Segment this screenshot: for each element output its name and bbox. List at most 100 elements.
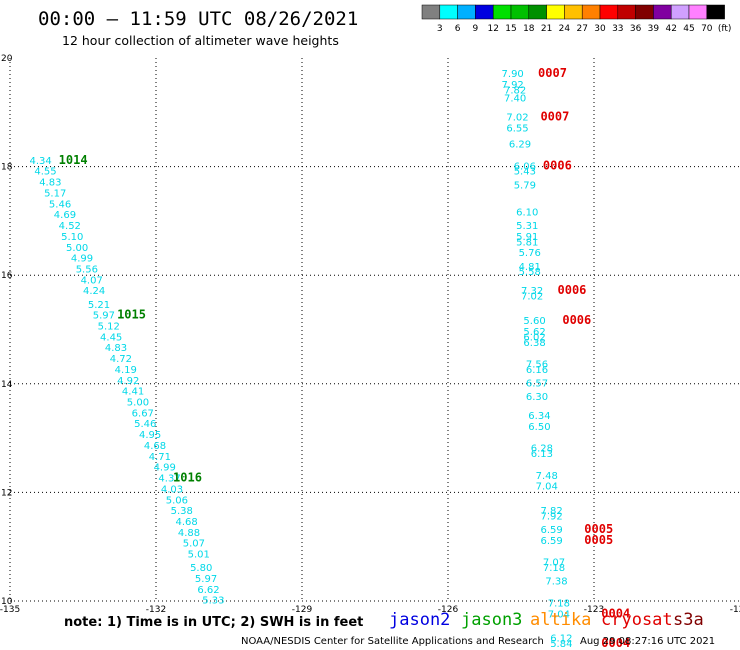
wave-height-label: 5.80 (190, 563, 212, 574)
cycle-number-label: 0004 (601, 636, 630, 650)
colorbar-label: 30 (594, 24, 606, 34)
colorbar-label: 27 (576, 24, 587, 34)
colorbar-label: 39 (648, 24, 660, 34)
colorbar-swatch (599, 4, 619, 20)
wave-height-label: 5.97 (93, 311, 115, 322)
satellite-legend: jason2 jason3 altika cryosat s3a (389, 610, 704, 630)
wave-height-label: 5.12 (98, 322, 120, 333)
wave-height-label: 4.34 (29, 156, 51, 167)
colorbar-label: 18 (523, 24, 535, 34)
wave-height-label: 5.97 (195, 574, 217, 585)
y-tick-label: 14 (1, 380, 13, 390)
wave-height-label: 7.02 (521, 292, 543, 303)
colorbar-label: 42 (665, 24, 676, 34)
wave-height-label: 6.55 (506, 123, 528, 134)
chart-subtitle: 12 hour collection of altimeter wave hei… (62, 33, 339, 48)
cycle-number-label: 0007 (540, 109, 569, 123)
wave-height-label: 6.30 (526, 392, 548, 403)
colorbar-label: 33 (612, 24, 623, 34)
wave-height-label: 5.62 (523, 327, 545, 338)
wave-height-label: 6.12 (550, 634, 572, 645)
wave-height-label: 7.04 (548, 609, 570, 620)
cycle-number-label: 1014 (59, 153, 88, 167)
wave-height-label: 4.37 (158, 474, 180, 485)
colorbar-swatch (564, 4, 583, 20)
wave-height-label: 5.60 (523, 316, 545, 327)
x-tick-label: -135 (0, 605, 20, 615)
x-tick-label: -132 (146, 605, 166, 615)
wave-height-label: 4.81 (519, 262, 541, 273)
wave-height-label: 5.79 (514, 180, 536, 191)
wave-height-label: 4.41 (122, 387, 144, 398)
wave-height-label: 7.92 (540, 512, 562, 523)
wave-height-label: 6.13 (531, 449, 553, 460)
wave-height-label: 4.72 (110, 354, 132, 365)
wave-height-label: 4.07 (81, 275, 103, 286)
wave-height-label: 4.68 (175, 517, 197, 528)
colorbar-label: 3 (437, 24, 443, 34)
footer-timestamp: Aug 29 08:27:16 UTC 2021 (580, 636, 715, 647)
wave-height-label: 7.48 (536, 471, 558, 482)
wave-height-label: 5.91 (516, 232, 538, 243)
wave-height-label: 7.04 (536, 482, 558, 493)
wave-height-label: 4.71 (149, 452, 171, 463)
wave-height-label: 5.31 (516, 221, 538, 232)
wave-height-label: 6.50 (528, 422, 550, 433)
cycle-number-label: 0007 (538, 66, 567, 80)
satellite-legend-cryosat: cryosat (601, 610, 673, 630)
cycle-number-label: 0006 (543, 158, 572, 172)
wave-height-label: 4.68 (144, 441, 166, 452)
colorbar-swatch (653, 4, 672, 20)
wave-height-label: 7.18 (543, 563, 565, 574)
colorbar-swatch (492, 4, 512, 20)
colorbar-swatch (528, 4, 547, 20)
wave-height-label: 5.07 (183, 539, 205, 550)
wave-height-label: 5.00 (66, 243, 88, 254)
wave-height-label: 5.46 (134, 419, 156, 430)
wave-height-label: 6.59 (540, 536, 562, 547)
wave-height-label: 4.88 (178, 528, 200, 539)
colorbar-swatch (510, 4, 530, 20)
colorbar-label: 21 (541, 24, 552, 34)
colorbar-legend: 3 6 9 12 15 18 21 24 27 30 33 36 39 42 45 70 (ft) (421, 4, 731, 34)
colorbar-swatch (581, 4, 601, 20)
wave-height-label: 4.99 (154, 463, 176, 474)
wave-height-label: 5.06 (166, 495, 188, 506)
wave-height-label: 6.57 (526, 379, 548, 390)
wave-height-label: 7.82 (504, 85, 526, 96)
y-tick-label: 12 (1, 488, 12, 498)
wave-height-label: 7.18 (548, 598, 570, 609)
wave-height-label: 4.83 (105, 343, 127, 354)
colorbar-label: 15 (505, 24, 516, 34)
wave-height-label: 7.32 (521, 286, 543, 297)
wave-height-label: 6.06 (514, 161, 536, 172)
wave-height-label: 5.17 (44, 188, 66, 199)
legend-row: note: 1) Time is in UTC; 2) SWH is in fe… (64, 610, 704, 630)
colorbar-swatch (617, 4, 636, 20)
colorbar-swatch (635, 4, 654, 20)
colorbar-swatch (421, 4, 441, 20)
wave-height-label: 5.84 (550, 639, 572, 650)
wave-height-label: 6.10 (516, 207, 538, 218)
wave-height-label: 6.29 (509, 140, 531, 151)
wave-height-label: 7.07 (543, 558, 565, 569)
wave-height-label: 5.43 (514, 167, 536, 178)
x-tick-label: -126 (438, 605, 459, 615)
satellite-legend-altika: altika (530, 610, 591, 630)
y-tick-label: 16 (1, 271, 13, 281)
colorbar-label: 70 (701, 24, 713, 34)
wave-height-label: 4.19 (115, 365, 137, 376)
wave-height-label: 6.16 (526, 365, 548, 376)
footer-source: NOAA/NESDIS Center for Satellite Applica… (241, 636, 544, 647)
wave-height-label: 4.92 (117, 376, 139, 387)
wave-height-label: 4.03 (161, 484, 183, 495)
wave-height-label: 5.76 (519, 248, 541, 259)
wave-height-label: 6.02 (523, 332, 545, 343)
y-tick-label: 20 (1, 54, 13, 64)
wave-height-label: 6.34 (528, 411, 550, 422)
y-tick-label: 18 (1, 163, 13, 173)
legend-note: note: 1) Time is in UTC; 2) SWH is in fe… (64, 615, 363, 630)
wave-height-label: 7.02 (506, 112, 528, 123)
colorbar-label: 24 (559, 24, 571, 34)
